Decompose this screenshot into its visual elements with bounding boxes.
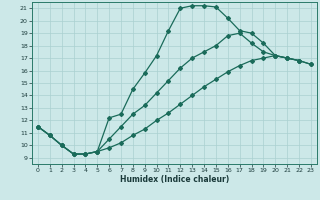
X-axis label: Humidex (Indice chaleur): Humidex (Indice chaleur)	[120, 175, 229, 184]
